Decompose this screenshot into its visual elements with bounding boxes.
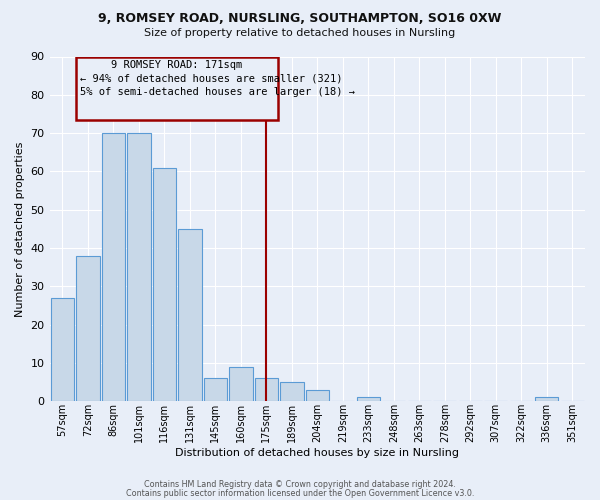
Bar	[101, 133, 125, 401]
Bar	[280, 382, 304, 401]
Text: 9 ROMSEY ROAD: 171sqm: 9 ROMSEY ROAD: 171sqm	[112, 60, 242, 70]
Bar	[356, 398, 380, 401]
Text: Contains public sector information licensed under the Open Government Licence v3: Contains public sector information licen…	[126, 488, 474, 498]
X-axis label: Distribution of detached houses by size in Nursling: Distribution of detached houses by size …	[175, 448, 459, 458]
Bar	[203, 378, 227, 401]
Bar	[229, 366, 253, 401]
Text: Size of property relative to detached houses in Nursling: Size of property relative to detached ho…	[145, 28, 455, 38]
Text: 9, ROMSEY ROAD, NURSLING, SOUTHAMPTON, SO16 0XW: 9, ROMSEY ROAD, NURSLING, SOUTHAMPTON, S…	[98, 12, 502, 26]
Bar	[305, 390, 329, 401]
Bar	[152, 168, 176, 401]
Bar	[76, 256, 100, 401]
Bar	[535, 398, 559, 401]
Bar	[127, 133, 151, 401]
Bar	[254, 378, 278, 401]
Y-axis label: Number of detached properties: Number of detached properties	[15, 141, 25, 316]
Bar	[178, 229, 202, 401]
Text: ← 94% of detached houses are smaller (321): ← 94% of detached houses are smaller (32…	[80, 74, 343, 84]
Text: Contains HM Land Registry data © Crown copyright and database right 2024.: Contains HM Land Registry data © Crown c…	[144, 480, 456, 489]
FancyBboxPatch shape	[76, 56, 278, 120]
Bar	[50, 298, 74, 401]
Text: 5% of semi-detached houses are larger (18) →: 5% of semi-detached houses are larger (1…	[80, 87, 355, 97]
